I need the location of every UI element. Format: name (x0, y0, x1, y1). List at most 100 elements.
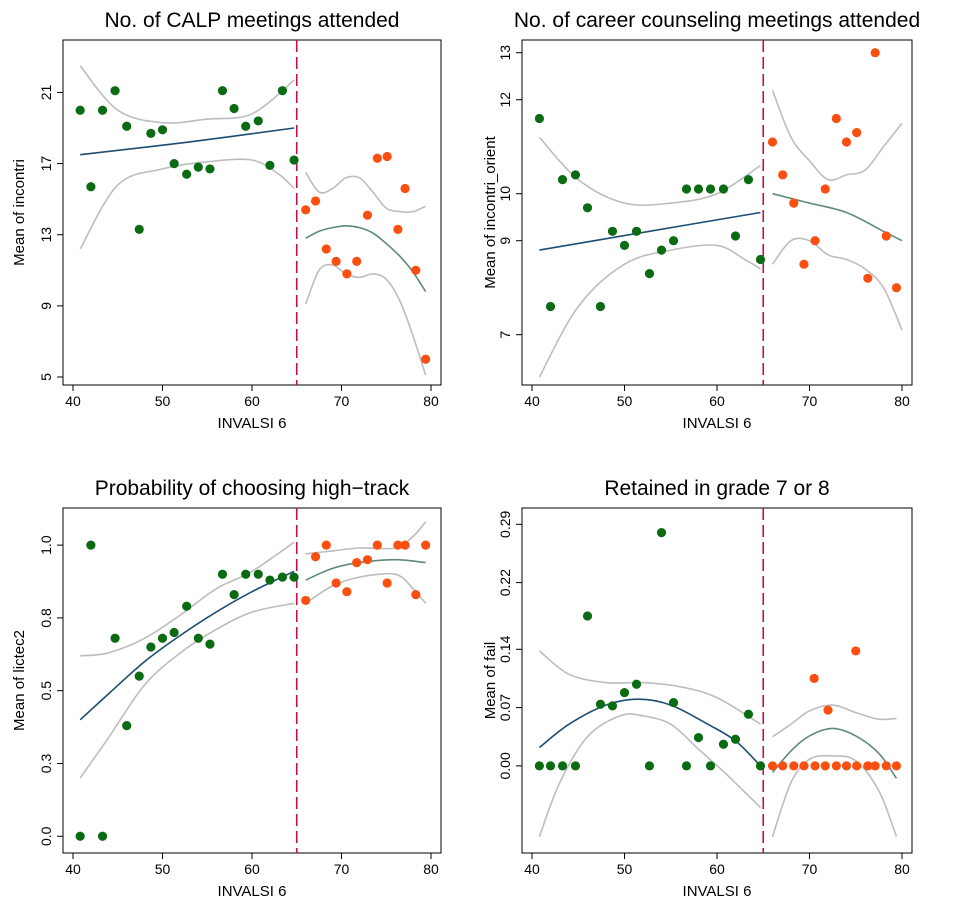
left-ci-upper-line (79, 65, 295, 124)
right-data-point (881, 761, 891, 771)
y-tick-label: 0.00 (497, 752, 513, 779)
right-data-point (331, 256, 341, 267)
left-data-point (607, 226, 618, 236)
left-data-point (217, 569, 228, 579)
right-data-point (400, 183, 410, 194)
right-data-point (321, 540, 331, 550)
left-data-point (241, 569, 251, 579)
y-tick-label: 5 (38, 373, 54, 381)
x-tick-label: 50 (155, 393, 171, 409)
curves-layer (538, 90, 903, 378)
chart-title: Probability of choosing high−track (95, 477, 410, 500)
right-ci-upper-line (305, 172, 426, 213)
right-data-point (809, 673, 819, 684)
right-data-point (301, 595, 311, 606)
left-data-point (619, 240, 630, 250)
right-data-point (411, 265, 421, 275)
y-tick-label: 0.29 (497, 510, 513, 537)
left-data-point (169, 158, 179, 169)
left-data-point (557, 761, 568, 771)
left-data-point (253, 569, 263, 579)
x-tick-label: 70 (334, 393, 350, 409)
right-data-point (870, 48, 880, 58)
curves-layer (79, 65, 427, 376)
left-data-point (557, 175, 568, 185)
plot-frame (521, 507, 913, 854)
right-data-point (841, 761, 852, 771)
left-data-point (265, 160, 275, 170)
x-axis-label: INVALSI 6 (218, 415, 287, 432)
right-data-point (863, 273, 873, 283)
chart-panel-3: Probability of choosing high−track 40 50 60… (11, 477, 442, 900)
chart-title: No. of career counseling meetings attend… (514, 9, 920, 32)
y-tick-label: 13 (497, 45, 513, 61)
left-data-point (681, 184, 692, 194)
left-data-point (169, 627, 179, 638)
right-data-point (823, 705, 833, 715)
x-tick-label: 50 (155, 861, 171, 877)
left-data-point (205, 164, 215, 174)
left-data-point (277, 86, 288, 96)
left-data-point (582, 611, 593, 621)
x-tick-label: 50 (617, 393, 633, 409)
left-data-point (631, 679, 642, 689)
left-fit-line (79, 570, 295, 721)
chart-title: No. of CALP meetings attended (105, 9, 400, 32)
curves-layer (79, 521, 427, 779)
left-data-point (570, 170, 581, 180)
left-data-point (705, 184, 716, 194)
chart-panel-4: Retained in grade 7 or 8 40 50 60 70 80 0.00 0.… (482, 477, 913, 900)
plot-frame (521, 39, 913, 386)
right-data-point (778, 761, 788, 771)
left-data-point (110, 633, 120, 643)
right-ci-lower-line (771, 237, 903, 331)
left-data-point (656, 245, 667, 255)
right-data-point (881, 231, 891, 241)
left-ci-lower-line (538, 244, 761, 378)
left-data-point (668, 697, 679, 708)
left-data-point (205, 639, 215, 649)
left-data-point (289, 155, 299, 165)
left-data-point (122, 721, 132, 731)
x-tick-label: 40 (65, 393, 81, 409)
left-data-point (134, 671, 144, 681)
x-tick-label: 70 (802, 393, 818, 409)
chart-title: Retained in grade 7 or 8 (604, 477, 829, 500)
right-data-point (400, 540, 410, 550)
left-data-point (631, 226, 642, 236)
right-data-point (870, 761, 880, 771)
x-tick-label: 80 (894, 393, 910, 409)
right-ci-lower-line (305, 572, 427, 604)
y-tick-label: 0.22 (497, 569, 513, 596)
left-data-point (241, 121, 251, 131)
left-data-point (97, 105, 108, 115)
right-data-point (421, 354, 431, 364)
right-data-point (841, 137, 852, 147)
right-data-point (767, 137, 778, 147)
left-data-point (86, 182, 96, 192)
x-tick-label: 40 (524, 393, 540, 409)
right-data-point (352, 256, 362, 267)
right-data-point (799, 761, 809, 771)
x-tick-label: 60 (709, 861, 725, 877)
left-fit-line (539, 211, 761, 251)
y-axis-label: Mean of incontri_orient (482, 135, 499, 288)
x-axis-label: INVALSI 6 (683, 883, 752, 900)
left-data-point (217, 86, 228, 96)
left-data-point (582, 203, 593, 213)
left-data-point (265, 575, 275, 585)
right-ci-lower-line (304, 263, 427, 376)
right-fit-line (771, 727, 898, 779)
left-ci-lower-line (79, 602, 295, 779)
chart-panel-2: No. of career counseling meetings attend… (482, 9, 920, 432)
chart-panel-1: No. of CALP meetings attended 40 50 60 70 80 5… (11, 9, 442, 432)
left-data-point (193, 633, 203, 643)
right-ci-upper-line (771, 90, 903, 181)
right-data-point (331, 578, 341, 588)
left-data-point (595, 699, 606, 709)
right-data-point (372, 153, 382, 163)
right-data-point (851, 646, 861, 656)
right-data-point (778, 170, 788, 180)
x-tick-label: 40 (524, 861, 540, 877)
